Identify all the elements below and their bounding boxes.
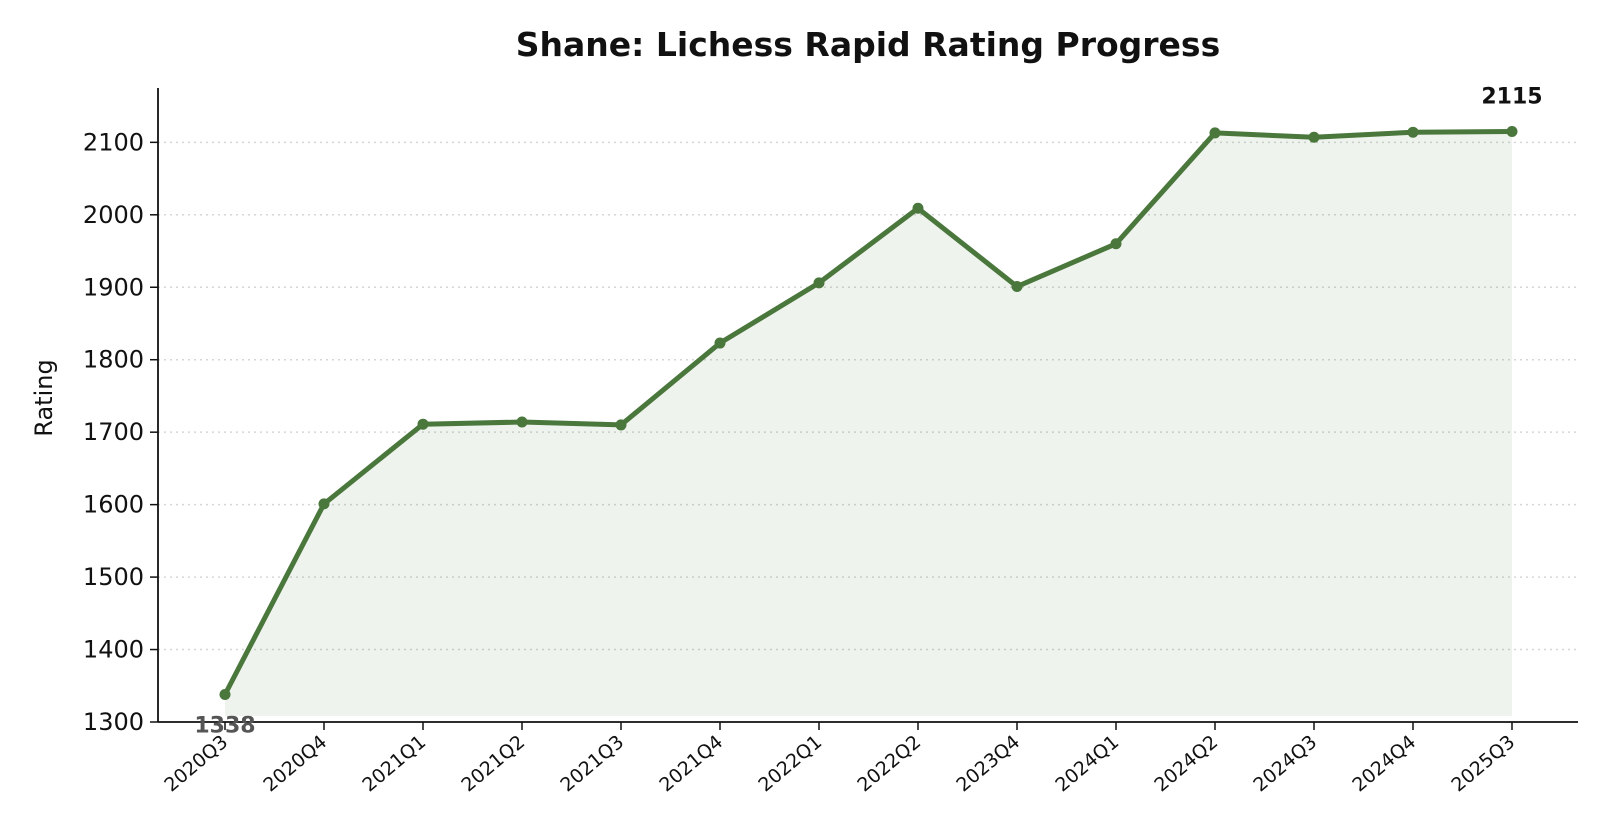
data-point-2021Q1 bbox=[417, 418, 429, 430]
y-tick-label: 1900 bbox=[83, 273, 144, 301]
x-tick-label: 2021Q2 bbox=[457, 731, 529, 796]
x-tick-label: 2024Q4 bbox=[1348, 731, 1420, 796]
y-tick-label: 1800 bbox=[83, 346, 144, 374]
data-point-2021Q2 bbox=[516, 416, 528, 428]
x-tick-label: 2025Q3 bbox=[1447, 731, 1519, 796]
y-tick-label: 2100 bbox=[83, 128, 144, 156]
rating-series-line bbox=[222, 128, 1515, 697]
annotation-start: 1338 bbox=[194, 713, 255, 738]
y-tick-label: 1300 bbox=[83, 708, 144, 736]
x-tick-label: 2023Q4 bbox=[952, 731, 1024, 796]
data-point-2022Q1 bbox=[813, 277, 825, 289]
data-point-2024Q2 bbox=[1209, 127, 1221, 139]
data-point-2020Q4 bbox=[318, 498, 330, 510]
area-fill bbox=[225, 131, 1512, 716]
data-point-2023Q4 bbox=[1011, 281, 1023, 293]
x-ticks: 2020Q3 2020Q4 2021Q1 2021Q2 2021Q3 2021Q4 2022… bbox=[160, 722, 1519, 796]
x-tick-label: 2021Q1 bbox=[358, 731, 430, 796]
data-point-2024Q3 bbox=[1308, 131, 1320, 143]
data-points bbox=[219, 125, 1518, 700]
series-line bbox=[222, 128, 1515, 697]
chart-title: Shane: Lichess Rapid Rating Progress bbox=[516, 25, 1220, 64]
x-tick-label: 2020Q4 bbox=[259, 731, 331, 796]
data-point-2020Q3 bbox=[219, 688, 231, 700]
x-tick-label: 2022Q2 bbox=[853, 731, 925, 796]
data-point-2021Q4 bbox=[714, 337, 726, 349]
y-tick-label: 1700 bbox=[83, 418, 144, 446]
y-tick-label: 2000 bbox=[83, 201, 144, 229]
y-tick-label: 1600 bbox=[83, 491, 144, 519]
x-tick-label: 2024Q3 bbox=[1249, 731, 1321, 796]
y-tick-label: 1400 bbox=[83, 636, 144, 664]
x-tick-label: 2024Q2 bbox=[1150, 731, 1222, 796]
data-point-2024Q4 bbox=[1407, 126, 1419, 138]
y-axis-label: Rating bbox=[30, 359, 58, 436]
data-point-2021Q3 bbox=[615, 419, 627, 431]
data-point-2024Q1 bbox=[1110, 238, 1122, 250]
data-point-2025Q3 bbox=[1506, 125, 1518, 137]
area-under-line bbox=[225, 131, 1512, 716]
annotation-end: 2115 bbox=[1481, 84, 1542, 109]
y-ticks: 1300 1400 1500 1600 1700 1800 1900 2000 2100 bbox=[83, 128, 158, 736]
annotations: 1338 2115 bbox=[194, 84, 1542, 738]
axes bbox=[157, 88, 1578, 723]
y-tick-label: 1500 bbox=[83, 563, 144, 591]
x-tick-label: 2020Q3 bbox=[160, 731, 232, 796]
x-tick-label: 2021Q3 bbox=[556, 731, 628, 796]
data-point-2022Q2 bbox=[912, 202, 924, 214]
x-tick-label: 2021Q4 bbox=[655, 731, 727, 796]
x-tick-label: 2024Q1 bbox=[1051, 731, 1123, 796]
gridlines bbox=[158, 141, 1578, 651]
x-tick-label: 2022Q1 bbox=[754, 731, 826, 796]
